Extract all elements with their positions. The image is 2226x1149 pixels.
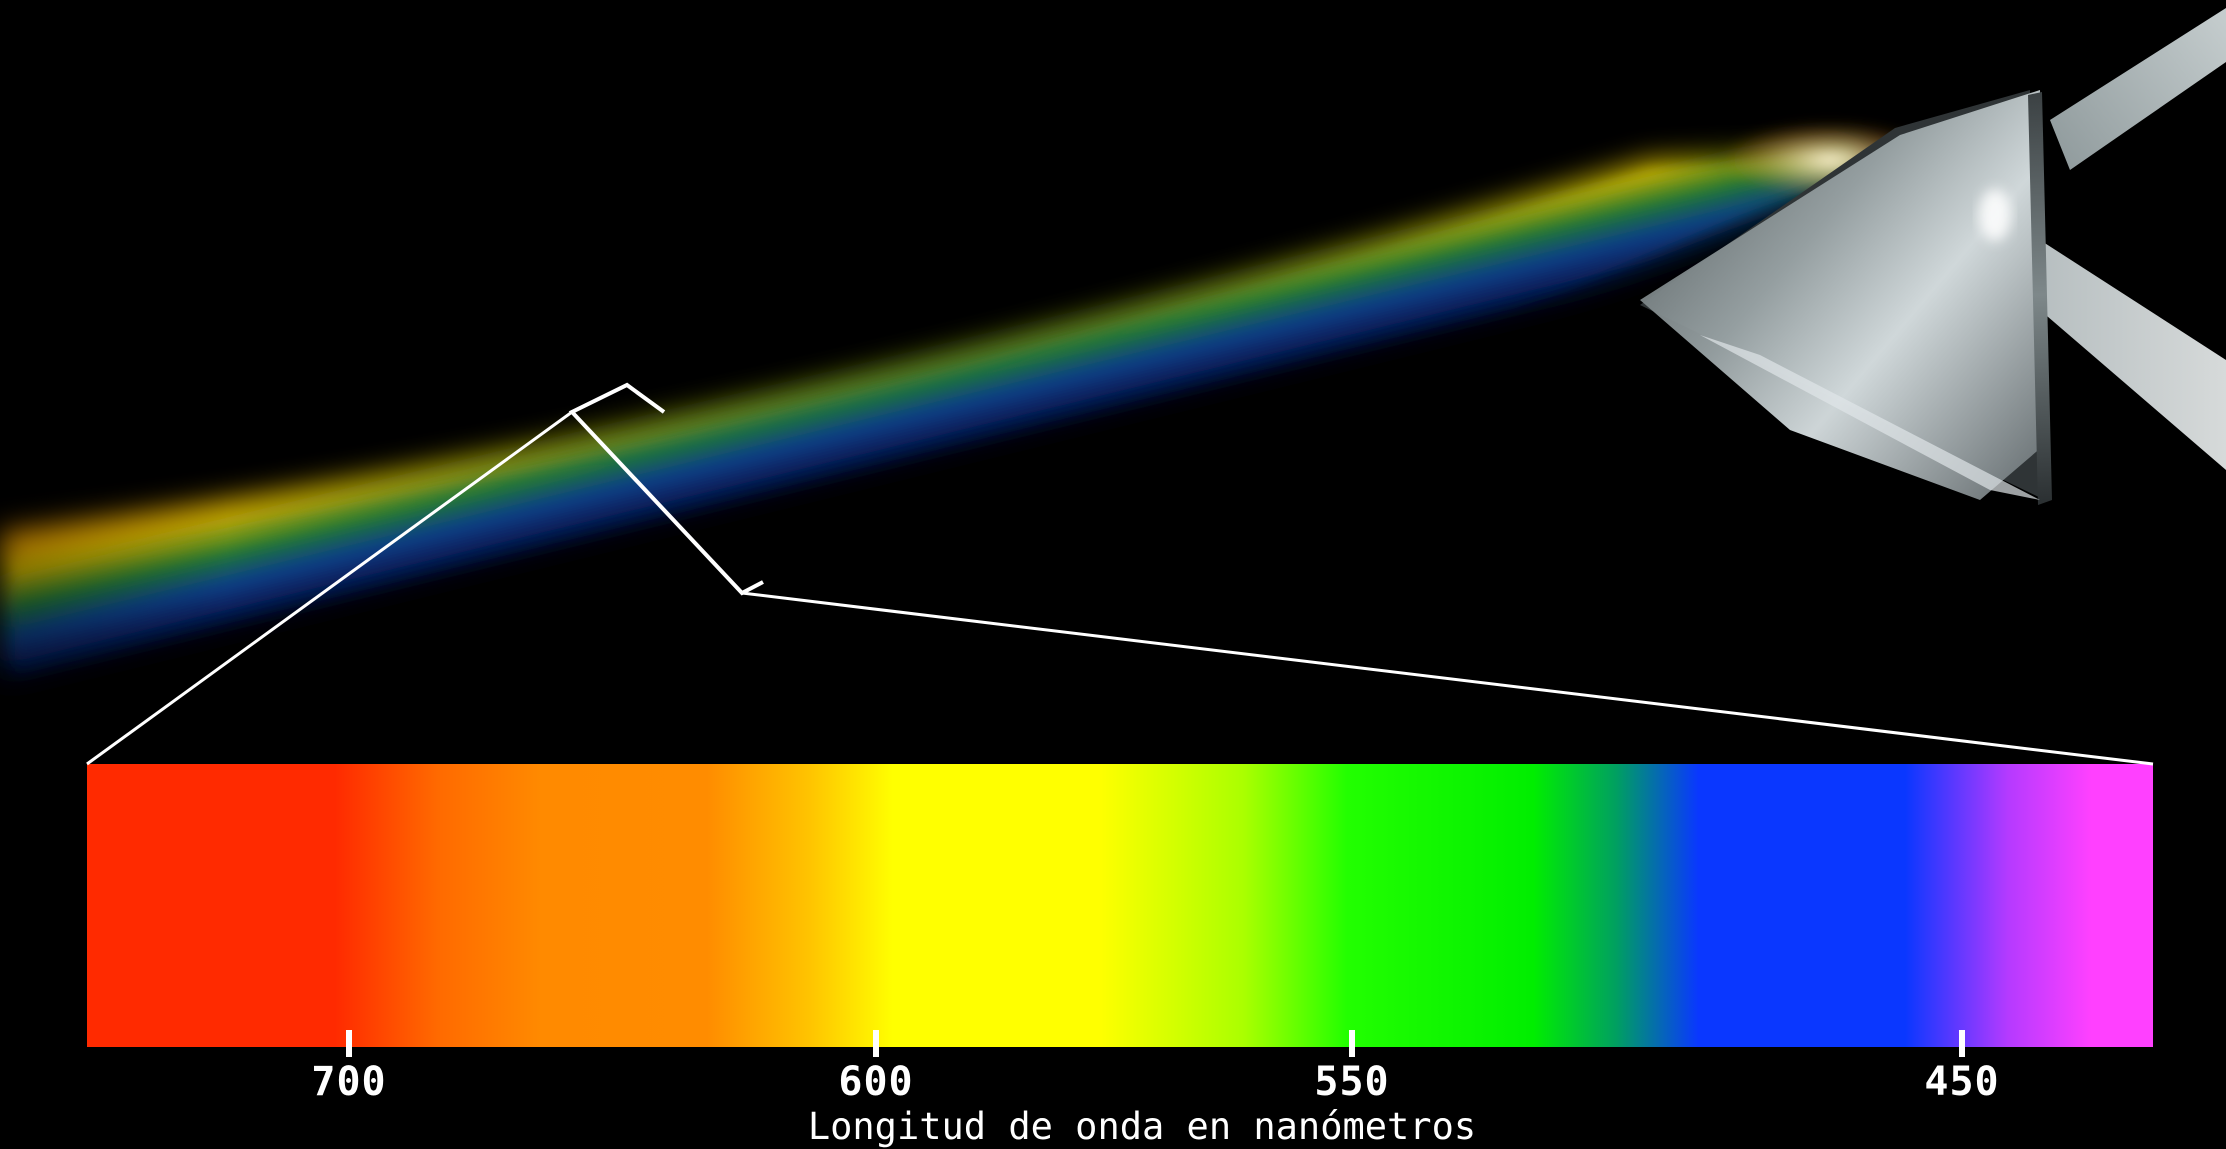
- tick-label-700: 700: [311, 1059, 387, 1105]
- tick-label-450: 450: [1924, 1059, 2000, 1105]
- glass-prism: [1640, 8, 2226, 505]
- visible-spectrum-bar: [87, 764, 2153, 1047]
- incident-ray-lower: [2040, 240, 2226, 470]
- incident-ray-upper: [2050, 8, 2226, 170]
- prism-lower-edge: [1700, 335, 2040, 500]
- tick-label-550: 550: [1314, 1059, 1390, 1105]
- zoom-line-right: [741, 591, 2154, 766]
- prism-front-face: [1640, 90, 2050, 500]
- axis-ticks: [346, 1030, 1965, 1057]
- prism-edge: [2028, 92, 2052, 505]
- zoom-line-left: [86, 410, 573, 766]
- axis-title: Longitud de onda en nanómetros: [807, 1105, 1477, 1148]
- tick-label-600: 600: [838, 1059, 914, 1105]
- dispersed-light-beam: [0, 0, 1900, 800]
- zoom-annotation: [86, 382, 2154, 766]
